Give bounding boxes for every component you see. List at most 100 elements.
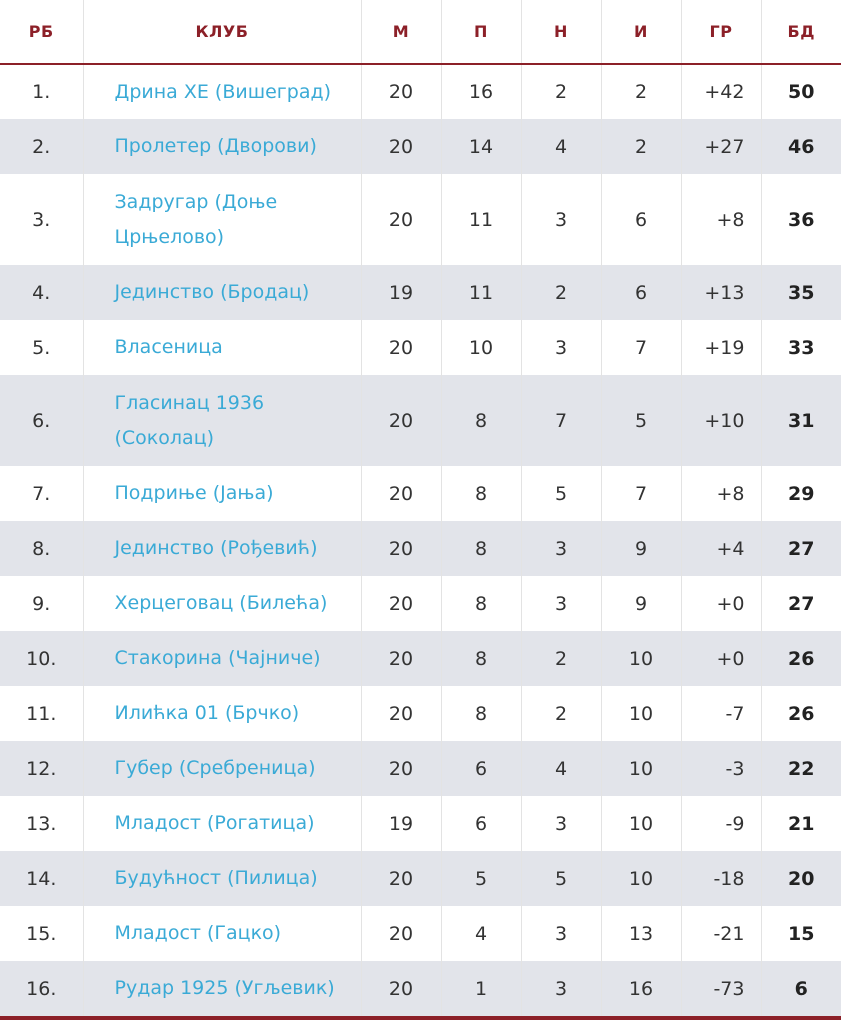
rank-cell: 2.: [0, 119, 84, 174]
club-link[interactable]: Илићка 01 (Брчко): [83, 686, 362, 741]
played-cell: 20: [361, 466, 442, 521]
drawn-cell: 2: [521, 64, 602, 119]
club-link[interactable]: Задругар (Доње Црњелово): [83, 174, 362, 265]
drawn-cell: 4: [521, 119, 602, 174]
points-cell: 29: [788, 482, 815, 505]
club-link[interactable]: Власеница: [83, 320, 362, 375]
rank-cell: 13.: [0, 796, 84, 851]
goal-diff-cell: -18: [681, 851, 762, 906]
table-row: 11. Илићка 01 (Брчко) 20 8 2 10 -7 26: [0, 686, 841, 741]
played-cell: 20: [361, 741, 442, 796]
club-link[interactable]: Херцеговац (Билећа): [83, 576, 362, 631]
club-link[interactable]: Јединство (Бродац): [83, 265, 362, 320]
table-row: 10. Стакорина (Чајниче) 20 8 2 10 +0 26: [0, 631, 841, 686]
drawn-cell: 3: [521, 174, 602, 265]
lost-cell: 13: [601, 906, 682, 961]
goal-diff-cell: +10: [681, 375, 762, 466]
points-cell: 22: [788, 757, 815, 780]
rank-cell: 15.: [0, 906, 84, 961]
played-cell: 20: [361, 851, 442, 906]
played-cell: 20: [361, 631, 442, 686]
rank-cell: 7.: [0, 466, 84, 521]
played-cell: 19: [361, 265, 442, 320]
won-cell: 4: [441, 906, 522, 961]
played-cell: 20: [361, 119, 442, 174]
won-cell: 11: [441, 265, 522, 320]
rank-cell: 9.: [0, 576, 84, 631]
drawn-cell: 3: [521, 906, 602, 961]
lost-cell: 2: [601, 64, 682, 119]
points-cell: 20: [788, 867, 815, 890]
won-cell: 8: [441, 375, 522, 466]
lost-cell: 2: [601, 119, 682, 174]
table-body: 1. Дрина ХЕ (Вишеград) 20 16 2 2 +42 50 2. Пролет…: [0, 64, 841, 1016]
played-cell: 20: [361, 320, 442, 375]
goal-diff-cell: +0: [681, 576, 762, 631]
table-row: 3. Задругар (Доње Црњелово) 20 11 3 6 +8 36: [0, 174, 841, 265]
won-cell: 16: [441, 64, 522, 119]
points-cell: 26: [788, 702, 815, 725]
lost-cell: 10: [601, 741, 682, 796]
lost-cell: 10: [601, 851, 682, 906]
club-link[interactable]: Пролетер (Дворови): [83, 119, 362, 174]
lost-cell: 6: [601, 265, 682, 320]
played-cell: 20: [361, 686, 442, 741]
rank-cell: 1.: [0, 64, 84, 119]
points-cell: 26: [788, 647, 815, 670]
rank-cell: 11.: [0, 686, 84, 741]
goal-diff-cell: +27: [681, 119, 762, 174]
rank-cell: 4.: [0, 265, 84, 320]
club-link[interactable]: Губер (Сребреница): [83, 741, 362, 796]
goal-diff-cell: -9: [681, 796, 762, 851]
goal-diff-cell: -7: [681, 686, 762, 741]
club-link[interactable]: Будућност (Пилица): [83, 851, 362, 906]
drawn-cell: 2: [521, 686, 602, 741]
goal-diff-cell: -73: [681, 961, 762, 1016]
played-cell: 20: [361, 64, 442, 119]
table-row: 5. Власеница 20 10 3 7 +19 33: [0, 320, 841, 375]
table-row: 4. Јединство (Бродац) 19 11 2 6 +13 35: [0, 265, 841, 320]
club-link[interactable]: Рудар 1925 (Угљевик): [83, 961, 362, 1016]
drawn-cell: 3: [521, 521, 602, 576]
points-cell: 27: [788, 537, 815, 560]
table-row: 1. Дрина ХЕ (Вишеград) 20 16 2 2 +42 50: [0, 64, 841, 119]
drawn-cell: 4: [521, 741, 602, 796]
points-cell: 33: [788, 336, 815, 359]
lost-cell: 10: [601, 796, 682, 851]
header-points: БД: [761, 0, 841, 65]
rank-cell: 14.: [0, 851, 84, 906]
club-link[interactable]: Младост (Рогатица): [83, 796, 362, 851]
points-cell: 31: [788, 409, 815, 432]
won-cell: 6: [441, 796, 522, 851]
header-rank: РБ: [0, 0, 84, 65]
goal-diff-cell: +8: [681, 174, 762, 265]
points-cell: 21: [788, 812, 815, 835]
table-row: 9. Херцеговац (Билећа) 20 8 3 9 +0 27: [0, 576, 841, 631]
table-row: 13. Младост (Рогатица) 19 6 3 10 -9 21: [0, 796, 841, 851]
club-link[interactable]: Подриње (Јања): [83, 466, 362, 521]
goal-diff-cell: +8: [681, 466, 762, 521]
points-cell: 36: [788, 208, 815, 231]
table-row: 12. Губер (Сребреница) 20 6 4 10 -3 22: [0, 741, 841, 796]
drawn-cell: 7: [521, 375, 602, 466]
played-cell: 20: [361, 576, 442, 631]
rank-cell: 3.: [0, 174, 84, 265]
points-cell: 27: [788, 592, 815, 615]
table-header: РБ КЛУБ М П Н И ГР БД: [0, 0, 841, 65]
lost-cell: 9: [601, 521, 682, 576]
played-cell: 20: [361, 375, 442, 466]
club-link[interactable]: Гласинац 1936 (Соколац): [83, 375, 362, 466]
drawn-cell: 5: [521, 851, 602, 906]
goal-diff-cell: -3: [681, 741, 762, 796]
club-link[interactable]: Стакорина (Чајниче): [83, 631, 362, 686]
drawn-cell: 3: [521, 576, 602, 631]
header-played: М: [361, 0, 442, 65]
won-cell: 5: [441, 851, 522, 906]
club-link[interactable]: Дрина ХЕ (Вишеград): [83, 64, 362, 119]
drawn-cell: 3: [521, 320, 602, 375]
rank-cell: 12.: [0, 741, 84, 796]
club-link[interactable]: Младост (Гацко): [83, 906, 362, 961]
club-link[interactable]: Јединство (Рођевић): [83, 521, 362, 576]
played-cell: 20: [361, 174, 442, 265]
